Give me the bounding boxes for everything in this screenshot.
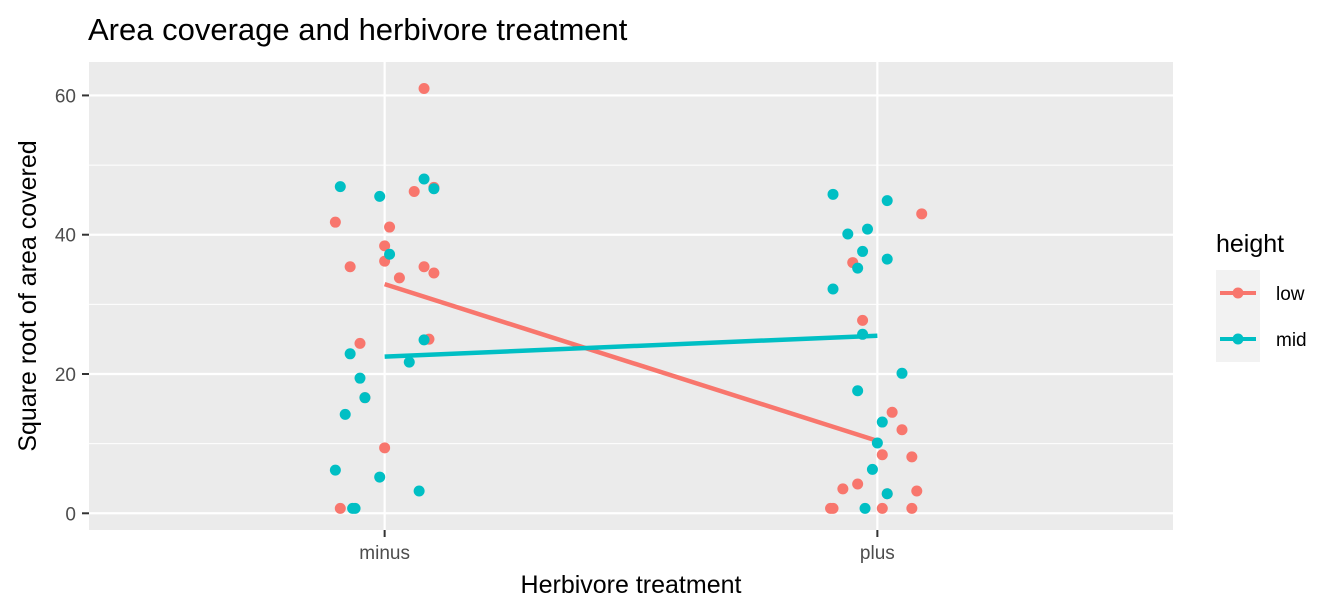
y-tick-label: 40 — [55, 226, 76, 247]
y-tick-label: 60 — [55, 86, 76, 107]
data-point-mid — [384, 248, 396, 260]
legend-label-mid: mid — [1276, 330, 1307, 351]
legend: height low mid — [1216, 230, 1307, 362]
legend-key-point-low — [1232, 287, 1244, 299]
data-point-mid — [374, 190, 386, 202]
data-point-mid — [339, 408, 351, 420]
data-point-mid — [827, 188, 839, 200]
data-point-low — [857, 314, 869, 326]
data-point-low — [876, 449, 888, 461]
data-point-low — [916, 208, 928, 220]
data-point-low — [906, 502, 918, 514]
data-point-mid — [866, 463, 878, 475]
data-point-mid — [344, 348, 356, 360]
data-point-mid — [852, 385, 864, 397]
data-point-mid — [852, 262, 864, 274]
data-point-low — [408, 186, 420, 198]
data-point-mid — [359, 392, 371, 404]
data-point-low — [852, 478, 864, 490]
data-point-low — [344, 261, 356, 273]
data-point-mid — [349, 502, 361, 514]
data-point-mid — [862, 223, 874, 235]
data-point-mid — [403, 356, 415, 368]
data-point-low — [428, 267, 440, 279]
trend-line-low — [383, 282, 879, 444]
data-point-low — [825, 502, 837, 514]
data-point-mid — [881, 488, 893, 500]
data-point-mid — [329, 464, 341, 476]
data-point-mid — [896, 367, 908, 379]
data-point-low — [911, 485, 923, 497]
legend-key-point-mid — [1232, 333, 1244, 345]
y-tick-label: 0 — [65, 504, 76, 525]
data-point-mid — [876, 416, 888, 428]
data-point-low — [876, 502, 888, 514]
x-tick-label: minus — [359, 543, 410, 564]
axes: 0 20 40 60 minus plus — [55, 86, 895, 564]
data-point-mid — [859, 502, 871, 514]
data-point-low — [896, 424, 908, 436]
data-point-mid — [857, 245, 869, 257]
data-point-low — [384, 221, 396, 233]
data-point-low — [886, 406, 898, 418]
data-point-mid — [413, 485, 425, 497]
data-point-low — [329, 216, 341, 228]
data-point-mid — [354, 372, 366, 384]
x-tick-label: plus — [860, 543, 895, 564]
legend-key-background — [1216, 270, 1260, 362]
data-point-low — [418, 82, 430, 94]
trend-lines — [383, 282, 879, 444]
data-point-mid — [827, 283, 839, 295]
data-point-mid — [334, 181, 346, 193]
y-tick-label: 20 — [55, 365, 76, 386]
plot-panel — [89, 62, 1173, 530]
data-point-mid — [881, 253, 893, 265]
data-point-mid — [428, 183, 440, 195]
data-point-low — [418, 261, 430, 273]
data-points — [329, 82, 928, 514]
data-point-mid — [842, 228, 854, 240]
y-axis-title: Square root of area covered — [14, 140, 42, 451]
data-point-low — [379, 240, 391, 252]
data-point-mid — [871, 437, 883, 449]
chart-title: Area coverage and herbivore treatment — [88, 12, 628, 47]
legend-title: height — [1216, 230, 1284, 258]
data-point-mid — [857, 328, 869, 340]
data-point-mid — [881, 195, 893, 207]
data-point-mid — [374, 471, 386, 483]
data-point-mid — [418, 173, 430, 185]
trend-line-mid — [384, 333, 878, 359]
gridlines — [89, 62, 1173, 530]
data-point-low — [837, 483, 849, 495]
data-point-low — [379, 442, 391, 454]
data-point-low — [334, 502, 346, 514]
data-point-mid — [418, 334, 430, 346]
x-axis-title: Herbivore treatment — [521, 571, 742, 599]
data-point-low — [393, 272, 405, 284]
legend-label-low: low — [1276, 284, 1305, 305]
data-point-low — [906, 451, 918, 463]
data-point-low — [354, 337, 366, 349]
